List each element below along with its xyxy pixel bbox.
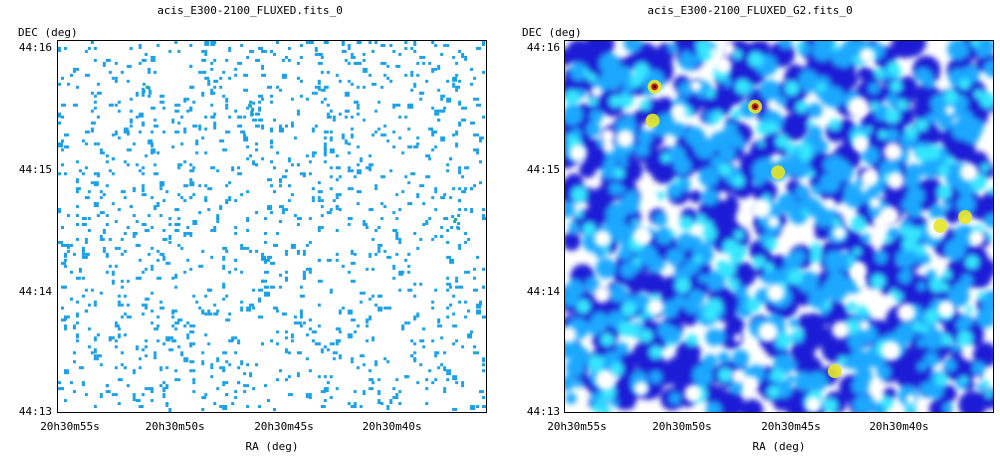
- x-tick-label: 20h30m45s: [761, 420, 821, 433]
- pixel-layer: [58, 41, 486, 412]
- empty-regions: [565, 41, 993, 412]
- x-axis-label: RA (deg): [752, 440, 806, 453]
- raw-image-plot[interactable]: [57, 40, 487, 413]
- y-tick-label: 44:16: [18, 41, 52, 54]
- y-tick-label: 44:13: [526, 405, 560, 418]
- smoothed-image-plot[interactable]: [564, 40, 994, 413]
- x-tick-label: 20h30m50s: [652, 420, 712, 433]
- y-tick-label: 44:15: [526, 163, 560, 176]
- raw-image-panel: acis_E300-2100_FLUXED.fits_0 DEC (deg) 4…: [18, 4, 487, 453]
- y-tick-label: 44:14: [526, 285, 560, 298]
- x-tick-label: 20h30m55s: [40, 420, 100, 433]
- x-tick-label: 20h30m40s: [362, 420, 422, 433]
- y-tick-label: 44:15: [18, 163, 52, 176]
- y-axis-label: DEC (deg): [522, 26, 582, 39]
- smoothed-image-panel: acis_E300-2100_FLUXED_G2.fits_0 DEC (deg…: [500, 0, 1000, 459]
- y-tick-label: 44:16: [526, 41, 560, 54]
- x-tick-label: 20h30m45s: [254, 420, 314, 433]
- smoothed-intensity-map: [565, 41, 993, 412]
- raw-pixel-map: [58, 41, 486, 412]
- x-tick-label: 20h30m50s: [145, 420, 205, 433]
- panel-title: acis_E300-2100_FLUXED.fits_0: [157, 4, 343, 17]
- y-axis-label: DEC (deg): [18, 26, 78, 39]
- panel-title: acis_E300-2100_FLUXED_G2.fits_0: [647, 4, 853, 17]
- point-sources: [645, 79, 973, 379]
- y-tick-label: 44:13: [18, 405, 52, 418]
- x-tick-label: 20h30m55s: [547, 420, 607, 433]
- y-tick-label: 44:14: [18, 285, 52, 298]
- x-tick-label: 20h30m40s: [869, 420, 929, 433]
- x-axis-label: RA (deg): [245, 440, 299, 453]
